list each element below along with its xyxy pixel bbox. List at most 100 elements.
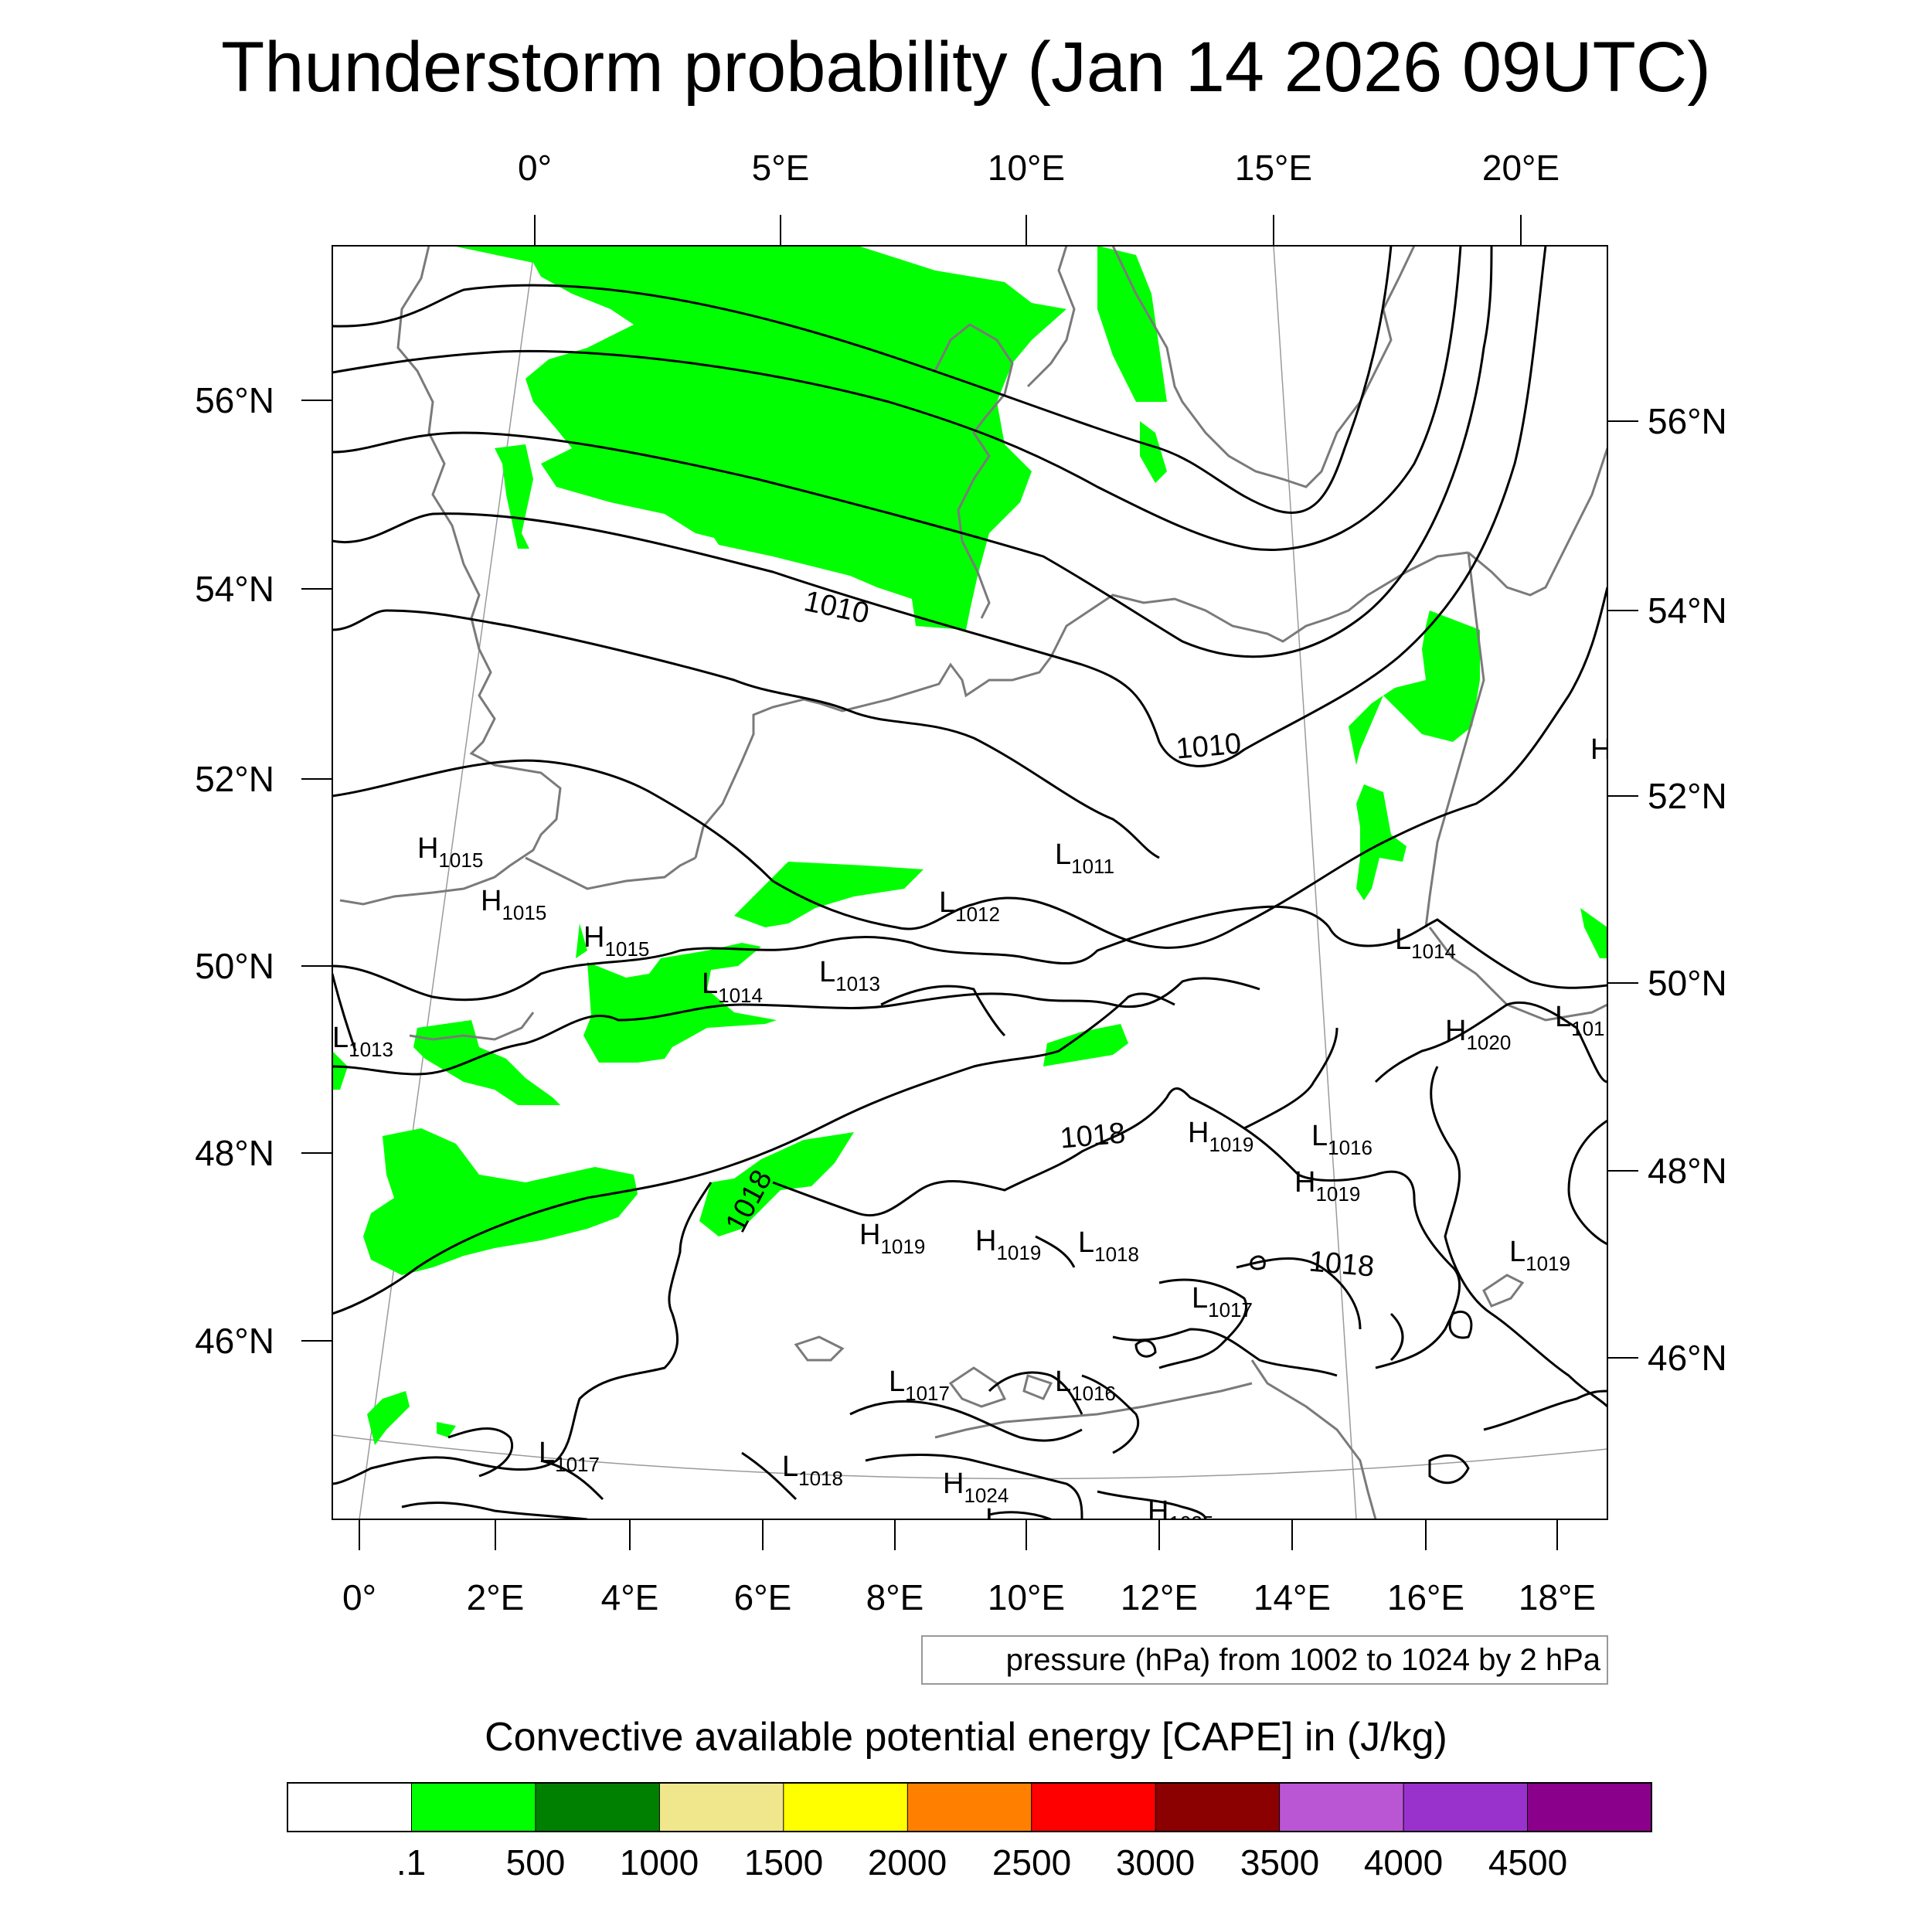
lat-label: 54°N [1648, 590, 1727, 631]
lat-label: 50°N [195, 946, 274, 986]
colorbar-box [1279, 1782, 1405, 1832]
pressure-center: H1019 [859, 1219, 925, 1258]
lat-label: 48°N [1648, 1151, 1727, 1191]
right-latitude-labels: 56°N 54°N 52°N 50°N 48°N 46°N [1648, 401, 1727, 1378]
lat-label: 50°N [1648, 963, 1727, 1003]
pressure-center: H1015 [583, 921, 649, 961]
cape-area-belgium [734, 862, 923, 927]
pressure-center: H1019 [975, 1225, 1041, 1264]
cape-area-skagerrak [1097, 246, 1167, 402]
pressure-center: H1019 [1294, 1166, 1360, 1206]
lon-label: 16°E [1387, 1577, 1464, 1617]
lon-label: 18°E [1519, 1577, 1596, 1617]
pressure-center: H1020 [1445, 1015, 1511, 1054]
colorbar-labels: .1 500 1000 1500 2000 2500 3000 3500 400… [396, 1842, 1567, 1883]
lon-label: 6°E [734, 1577, 792, 1617]
lon-label: 0° [518, 148, 552, 188]
colorbar-label: 4500 [1488, 1842, 1567, 1883]
colorbar-label: 1000 [620, 1842, 699, 1883]
isobar-label: 1010 [1175, 727, 1243, 765]
pressure-center: H1015 [417, 832, 483, 872]
top-longitude-labels: 0° 5°E 10°E 15°E 20°E [518, 148, 1560, 188]
tick-marks [301, 215, 1638, 1550]
pressure-center: L1013 [819, 956, 880, 995]
cape-area-southwest [367, 1391, 410, 1445]
lon-label: 10°E [988, 1577, 1065, 1617]
colorbar-label: 4000 [1364, 1842, 1443, 1883]
pressure-centers: H1015 H1015 H1015 L1014 L1013 L1013 L101… [332, 733, 1611, 1543]
lat-label: 56°N [195, 380, 274, 420]
lat-label: 54°N [195, 569, 274, 609]
pressure-center: H1025 [1148, 1495, 1213, 1535]
pressure-center: L1018 [782, 1451, 843, 1490]
pressure-center: L1011 [1055, 838, 1114, 878]
pressure-center: H [1590, 733, 1611, 766]
colorbar-label: 2000 [868, 1842, 947, 1883]
lon-label: 4°E [601, 1577, 659, 1617]
colorbar-box [1031, 1782, 1157, 1832]
lon-label: 2°E [467, 1577, 525, 1617]
pressure-center: L1017 [889, 1366, 950, 1405]
pressure-center: L101 [1555, 1001, 1605, 1040]
cape-area-czech-east [1580, 908, 1607, 958]
lon-label: 0° [342, 1577, 376, 1617]
pressure-center: H1015 [481, 885, 546, 924]
cape-area-paris-edge [332, 1051, 348, 1090]
pressure-center: L1018 [1078, 1226, 1139, 1266]
colorbar: Convective available potential energy [C… [287, 1715, 1652, 1883]
lon-label: 20°E [1482, 148, 1560, 188]
pressure-center: H1019 [1188, 1117, 1253, 1156]
lon-label: 15°E [1235, 148, 1312, 188]
colorbar-label: .1 [396, 1842, 426, 1883]
colorbar-label: 500 [506, 1842, 566, 1883]
pressure-center: L1016 [1311, 1120, 1372, 1159]
colorbar-box [411, 1782, 536, 1832]
cape-area-luxembourg [583, 943, 777, 1063]
left-latitude-labels: 56°N 54°N 52°N 50°N 48°N 46°N [195, 380, 274, 1361]
lon-label: 10°E [988, 148, 1065, 188]
colorbar-box [1155, 1782, 1281, 1832]
map-title: Thunderstorm probability (Jan 14 2026 09… [221, 28, 1711, 107]
lat-label: 56°N [1648, 401, 1727, 441]
pressure-center: L1014 [1395, 923, 1456, 963]
cape-area-loire [363, 1128, 638, 1275]
pressure-center: H1024 [943, 1468, 1009, 1507]
colorbar-boxes [287, 1782, 1652, 1832]
cape-area-north-sea [452, 246, 1066, 630]
pressure-center: L1017 [1192, 1282, 1253, 1321]
colorbar-box [287, 1782, 413, 1832]
cape-area-north-sea-wisp [696, 510, 850, 556]
cape-area-poland-north [1349, 611, 1480, 765]
map-frame [332, 245, 1608, 1520]
cape-area-bavaria-nw [1043, 1024, 1128, 1066]
lon-label: 14°E [1253, 1577, 1331, 1617]
pressure-center: L1017 [539, 1437, 600, 1476]
isobars [332, 246, 1607, 1519]
cape-area-southwest-dot [437, 1422, 456, 1437]
colorbar-box [1403, 1782, 1529, 1832]
cape-area-baltic-west [1140, 421, 1167, 483]
contour-info-box: pressure (hPa) from 1002 to 1024 by 2 hP… [921, 1635, 1608, 1685]
colorbar-box [535, 1782, 661, 1832]
lat-label: 52°N [1648, 776, 1727, 816]
pressure-center: L1013 [332, 1022, 393, 1061]
lon-label: 5°E [752, 148, 810, 188]
contour-info-text: pressure (hPa) from 1002 to 1024 by 2 hP… [1006, 1643, 1601, 1677]
lat-label: 46°N [1648, 1338, 1727, 1378]
colorbar-title: Convective available potential energy [C… [485, 1715, 1447, 1760]
pressure-center: L1014 [702, 968, 763, 1007]
isobar-label: 1018 [1059, 1117, 1127, 1155]
coastlines [339, 246, 1607, 1519]
cape-area-lorraine-small [576, 923, 587, 958]
colorbar-label: 3500 [1240, 1842, 1319, 1883]
isobar-label: 1018 [1308, 1245, 1376, 1283]
pressure-center: L1022 [985, 1503, 1046, 1543]
lon-label: 8°E [866, 1577, 924, 1617]
bottom-longitude-labels: 0° 2°E 4°E 6°E 8°E 10°E 12°E 14°E 16°E 1… [342, 1577, 1596, 1617]
pressure-center: L1012 [939, 886, 1000, 926]
pressure-center: L1019 [1509, 1236, 1570, 1275]
colorbar-box [906, 1782, 1032, 1832]
lon-label: 12°E [1121, 1577, 1198, 1617]
lat-label: 46°N [195, 1321, 274, 1361]
